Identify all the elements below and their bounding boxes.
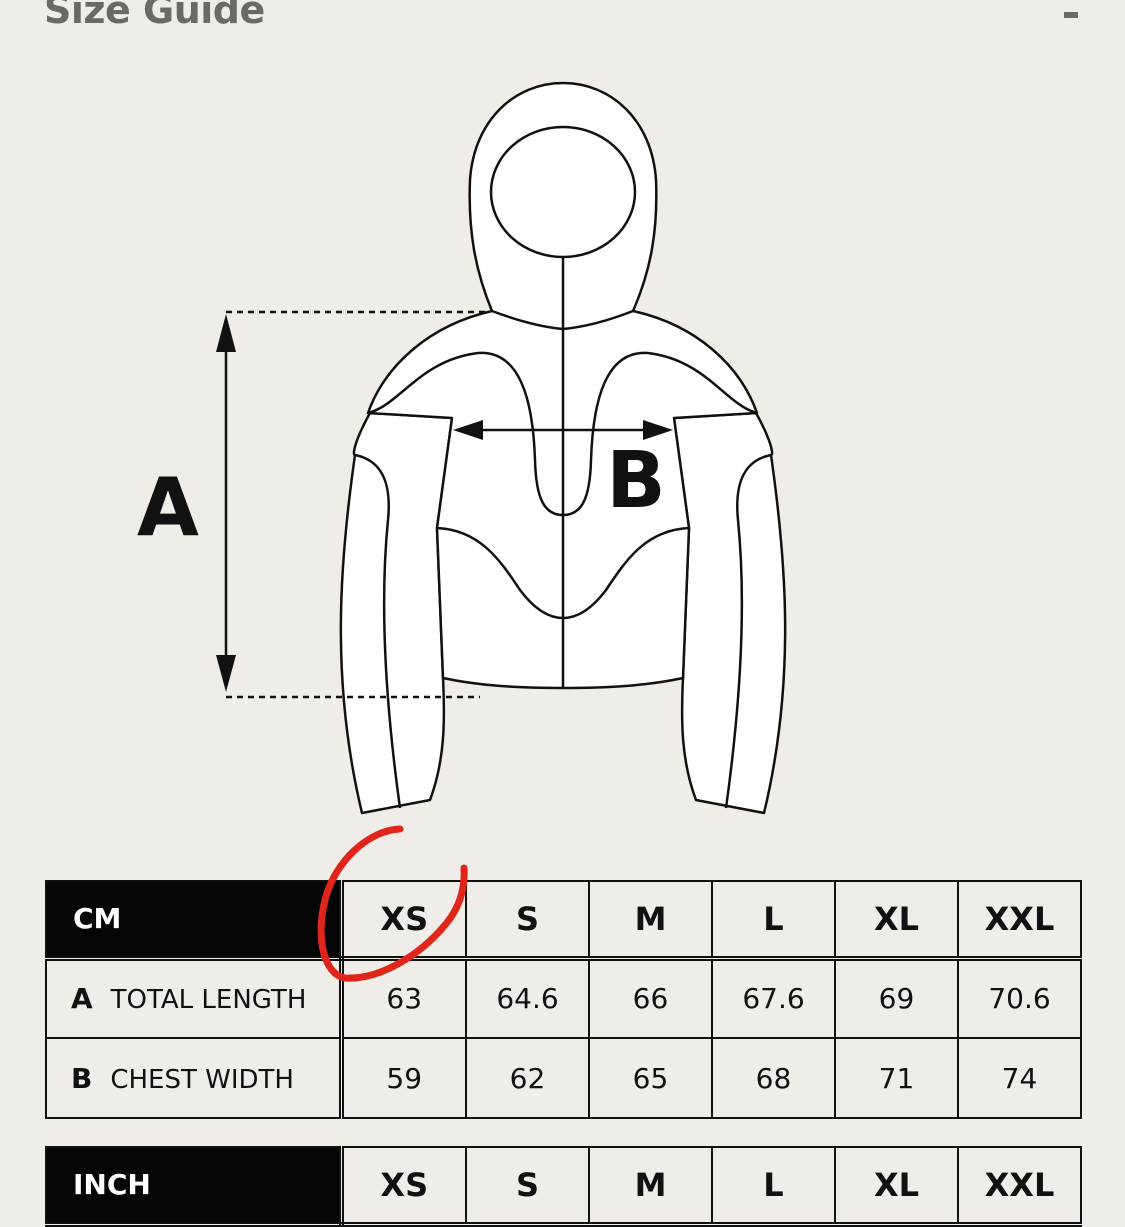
table-cell: 71 [834, 1037, 959, 1119]
jacket-diagram: A B [137, 81, 787, 815]
size-header: S [465, 880, 590, 961]
waist-seam [436, 526, 690, 620]
size-header: XL [834, 1146, 959, 1227]
right-sleeve-seam [724, 453, 772, 809]
row-key: B [71, 1061, 93, 1095]
size-header: M [588, 1146, 713, 1227]
table-header-row: INCH XS S M L XL XXL [45, 1146, 1082, 1227]
unit-label: INCH [45, 1146, 344, 1227]
size-header: XXL [957, 880, 1082, 961]
size-table-inch: INCH XS S M L XL XXL [45, 1146, 1082, 1227]
table-cell: 59 [340, 1037, 467, 1119]
hood-opening [489, 125, 637, 259]
table-cell: 64.6 [465, 957, 590, 1039]
table-cell: 63 [340, 957, 467, 1039]
row-name: CHEST WIDTH [110, 1064, 294, 1095]
table-row: A TOTAL LENGTH 63 64.6 66 67.6 69 70.6 [45, 957, 1082, 1039]
left-sleeve-seam [354, 453, 402, 809]
arrow-down-icon [216, 655, 236, 692]
size-header: XXL [957, 1146, 1082, 1227]
size-header: L [711, 880, 836, 961]
page-title: Size Guide [44, 0, 265, 32]
size-table-cm: CM XS S M L XL XXL A TOTAL LENGTH 63 64.6… [45, 880, 1082, 1119]
arrow-right-icon [643, 420, 673, 440]
size-header: S [465, 1146, 590, 1227]
table-header-row: CM XS S M L XL XXL [45, 880, 1082, 961]
table-cell: 62 [465, 1037, 590, 1119]
left-sleeve [339, 411, 454, 815]
arrow-up-icon [216, 314, 236, 352]
arrow-left-icon [453, 420, 483, 440]
row-label: B CHEST WIDTH [45, 1037, 344, 1119]
size-header: XL [834, 880, 959, 961]
label-b: B [606, 436, 665, 526]
size-header: XS [340, 880, 467, 961]
table-cell: 74 [957, 1037, 1082, 1119]
minus-icon[interactable] [1064, 12, 1078, 18]
table-cell: 69 [834, 957, 959, 1039]
table-cell: 66 [588, 957, 713, 1039]
label-a: A [137, 461, 199, 554]
right-sleeve [672, 411, 787, 815]
table-cell: 70.6 [957, 957, 1082, 1039]
row-key: A [71, 982, 93, 1016]
table-cell: 68 [711, 1037, 836, 1119]
size-header: XS [340, 1146, 467, 1227]
row-name: TOTAL LENGTH [110, 985, 307, 1016]
yoke-seam [367, 351, 758, 517]
table-cell: 65 [588, 1037, 713, 1119]
row-label: A TOTAL LENGTH [45, 957, 344, 1039]
table-row: B CHEST WIDTH 59 62 65 68 71 74 [45, 1037, 1082, 1119]
size-header: M [588, 880, 713, 961]
unit-label: CM [45, 880, 344, 961]
table-cell: 67.6 [711, 957, 836, 1039]
size-header: L [711, 1146, 836, 1227]
